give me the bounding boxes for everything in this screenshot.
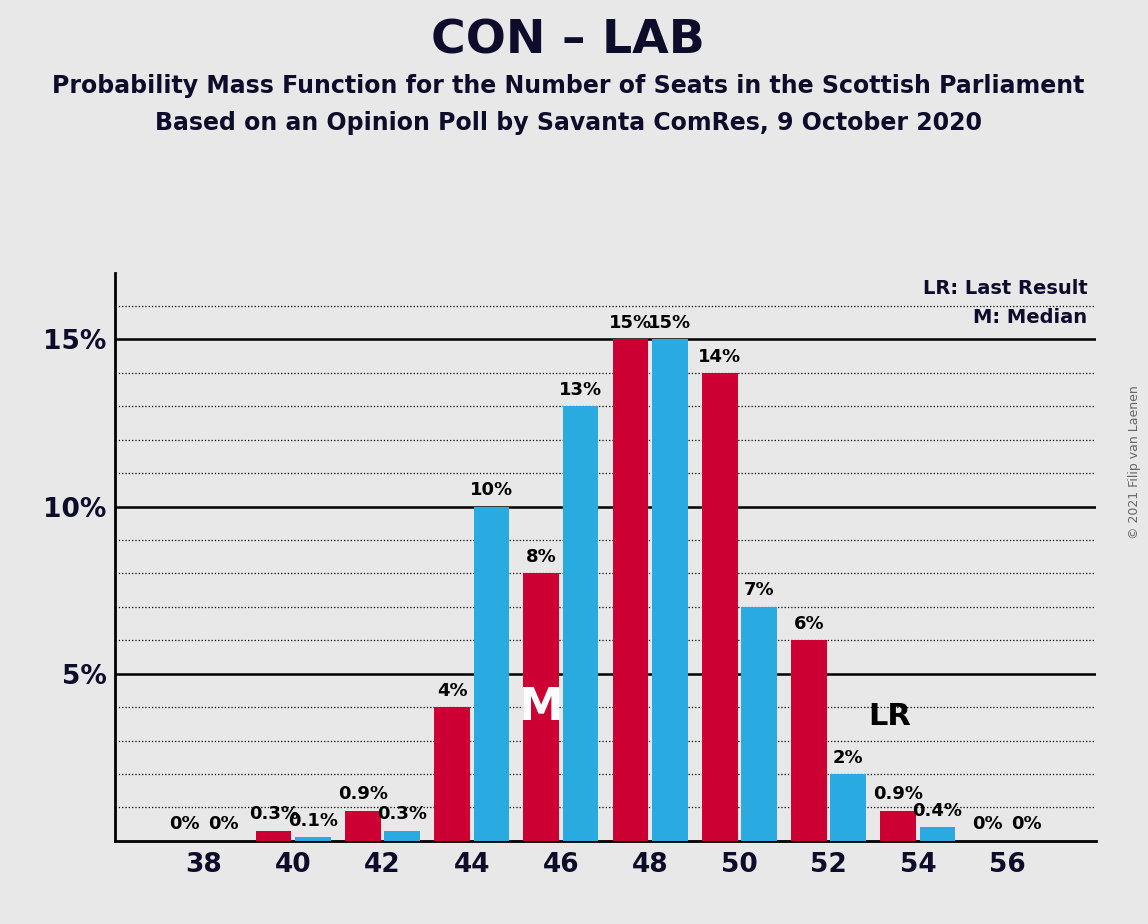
Text: M: Median: M: Median [974, 308, 1087, 327]
Bar [563, 407, 598, 841]
Text: 0%: 0% [972, 816, 1003, 833]
Bar [385, 831, 420, 841]
Text: 0.1%: 0.1% [288, 812, 338, 830]
Text: 14%: 14% [698, 347, 742, 366]
Text: 0.9%: 0.9% [874, 785, 923, 803]
Bar [295, 837, 331, 841]
Text: Based on an Opinion Poll by Savanta ComRes, 9 October 2020: Based on an Opinion Poll by Savanta ComR… [155, 111, 982, 135]
Text: 0%: 0% [169, 816, 200, 833]
Text: 15%: 15% [649, 314, 691, 332]
Bar [346, 810, 381, 841]
Text: 0%: 0% [1011, 816, 1042, 833]
Bar [434, 707, 470, 841]
Text: 15%: 15% [608, 314, 652, 332]
Text: 0%: 0% [208, 816, 239, 833]
Bar [791, 640, 827, 841]
Bar [523, 574, 559, 841]
Text: 2%: 2% [833, 748, 863, 767]
Bar [701, 373, 738, 841]
Text: 13%: 13% [559, 381, 603, 399]
Bar [920, 828, 955, 841]
Text: 4%: 4% [436, 682, 467, 699]
Text: LR: Last Result: LR: Last Result [923, 279, 1087, 298]
Text: LR: LR [868, 702, 910, 731]
Text: 6%: 6% [793, 615, 824, 633]
Bar [830, 774, 866, 841]
Text: CON – LAB: CON – LAB [432, 18, 705, 64]
Text: 8%: 8% [526, 548, 557, 566]
Bar [256, 831, 292, 841]
Text: 10%: 10% [470, 481, 513, 499]
Text: 0.3%: 0.3% [249, 806, 298, 823]
Text: 0.3%: 0.3% [378, 806, 427, 823]
Text: M: M [519, 686, 564, 729]
Bar [652, 339, 688, 841]
Text: © 2021 Filip van Laenen: © 2021 Filip van Laenen [1127, 385, 1141, 539]
Bar [613, 339, 649, 841]
Bar [742, 607, 777, 841]
Bar [473, 506, 510, 841]
Text: 7%: 7% [744, 581, 775, 600]
Text: 0.9%: 0.9% [338, 785, 388, 803]
Bar [881, 810, 916, 841]
Text: Probability Mass Function for the Number of Seats in the Scottish Parliament: Probability Mass Function for the Number… [52, 74, 1085, 98]
Text: 0.4%: 0.4% [913, 802, 962, 821]
